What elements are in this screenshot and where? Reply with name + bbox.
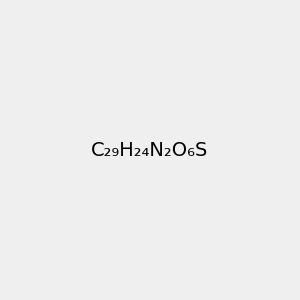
Text: C₂₉H₂₄N₂O₆S: C₂₉H₂₄N₂O₆S bbox=[91, 140, 209, 160]
